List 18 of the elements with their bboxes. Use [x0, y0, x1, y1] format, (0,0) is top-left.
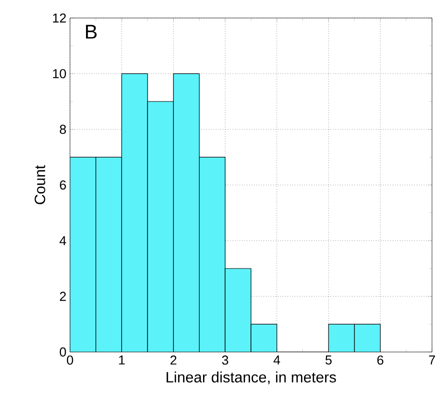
x-tick-label: 4 — [274, 356, 280, 364]
x-tick-label: 3 — [222, 356, 228, 365]
y-tick-label: 4 — [60, 236, 66, 246]
x-tick-label: 2 — [170, 356, 176, 365]
x-axis-title: Linear distance, in meters — [166, 372, 336, 384]
y-tick-label: 12 — [53, 13, 66, 23]
x-tick-label: 0 — [66, 356, 74, 365]
x-tick-label: 1 — [119, 356, 125, 364]
y-axis-title: Count — [34, 165, 46, 204]
annotation: B — [86, 24, 97, 39]
y-tick-label: 10 — [53, 69, 66, 78]
y-tick-label: 8 — [60, 124, 66, 134]
y-tick-label: 6 — [60, 180, 66, 190]
x-tick-label: 5 — [325, 356, 332, 365]
y-tick-label: 0 — [60, 347, 66, 357]
y-tick-label: 2 — [60, 292, 66, 301]
x-tick-label: 7 — [429, 356, 435, 364]
x-tick-label: 6 — [377, 356, 384, 365]
